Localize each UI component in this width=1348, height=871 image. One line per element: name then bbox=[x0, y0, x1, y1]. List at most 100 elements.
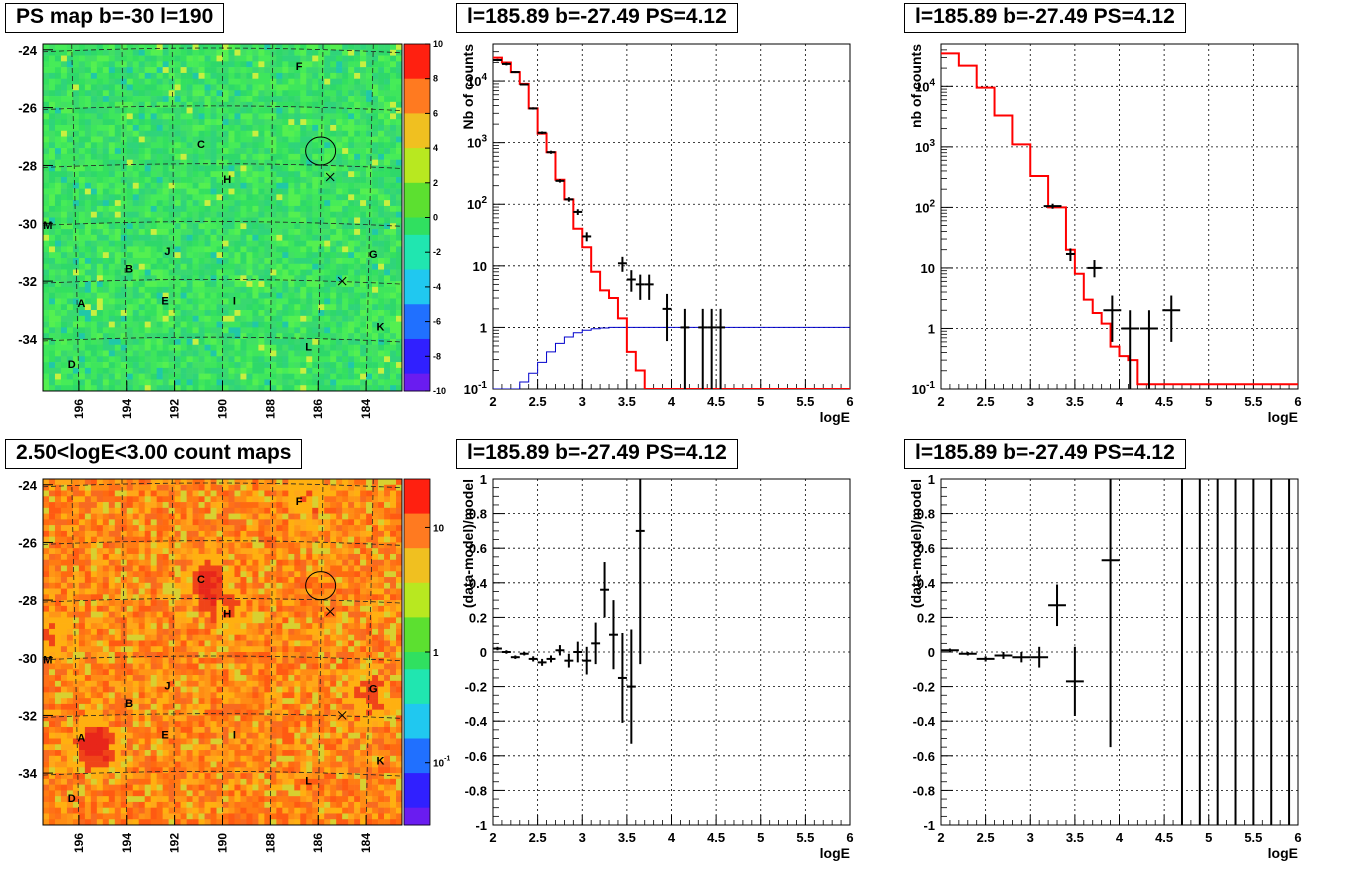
residual-point bbox=[609, 600, 618, 670]
tick-label-y: 10 bbox=[473, 259, 487, 274]
data-point bbox=[698, 308, 708, 389]
tick-label-y: -0.2 bbox=[465, 680, 487, 695]
tick-label-x: 4.5 bbox=[707, 830, 725, 845]
residual-point bbox=[519, 652, 529, 656]
data-point bbox=[555, 179, 565, 183]
source-label: K bbox=[376, 755, 384, 767]
residual-point bbox=[1030, 646, 1049, 668]
tick-label-y: -34 bbox=[18, 332, 38, 347]
graticule-latitude bbox=[42, 482, 403, 489]
colorbar-step bbox=[404, 530, 430, 549]
tick-label-x: 2.5 bbox=[977, 394, 995, 409]
data-point bbox=[626, 270, 636, 292]
data-point bbox=[644, 274, 654, 300]
tick-label-y: -0.2 bbox=[913, 680, 935, 695]
tick-label-x: 4.5 bbox=[1155, 830, 1173, 845]
colorbar-step bbox=[404, 182, 430, 201]
colorbar-step bbox=[404, 617, 430, 636]
source-label: H bbox=[223, 174, 231, 186]
tick-label-y: -0.6 bbox=[913, 749, 935, 764]
source-label: A bbox=[77, 298, 85, 310]
tick-label-x: 3.5 bbox=[618, 394, 636, 409]
source-label: F bbox=[296, 61, 303, 73]
tick-label-y: -34 bbox=[18, 766, 38, 781]
colorbar-tick-label: -8 bbox=[433, 351, 441, 361]
graticule-longitude bbox=[365, 43, 374, 392]
colorbar-step bbox=[404, 738, 430, 757]
tick-label-y: -0.6 bbox=[465, 749, 487, 764]
tick-label-x: 2 bbox=[489, 394, 496, 409]
residual-chart-b: 2 2.5 3 3.5 4 4.5 5 5.5 6 -1 -0.8 -0.6 -0.4 -0.2 0 0.2 0… bbox=[908, 472, 1302, 861]
tick-label-x: 184 bbox=[359, 833, 373, 853]
tick-label-x: 5 bbox=[757, 830, 764, 845]
tick-label-x: 4 bbox=[1116, 830, 1124, 845]
source-label: B bbox=[125, 698, 133, 710]
graticule-longitude bbox=[171, 43, 176, 392]
graticule-longitude bbox=[365, 478, 374, 826]
tick-label-x: 194 bbox=[120, 399, 134, 419]
colorbar-step bbox=[404, 548, 430, 566]
tick-label-y: 0 bbox=[928, 645, 935, 660]
tick-label-x: 4 bbox=[1116, 394, 1124, 409]
colorbar-step bbox=[404, 565, 430, 584]
source-label: L bbox=[305, 776, 312, 788]
colorbar-step bbox=[404, 96, 430, 114]
colorbar-step bbox=[404, 44, 430, 62]
colorbar-tick-label: 1 bbox=[433, 648, 439, 659]
tick-label-x: 192 bbox=[168, 399, 182, 419]
graticule-latitude bbox=[42, 47, 403, 54]
residual-chart-a: 2 2.5 3 3.5 4 4.5 5 5.5 6 -1 -0.8 -0.6 -0.4 -0.2 0 0.2 0… bbox=[460, 472, 854, 861]
source-label: M bbox=[43, 655, 52, 667]
colorbar-step bbox=[404, 703, 430, 722]
cross-marker bbox=[325, 607, 335, 616]
colorbar-step bbox=[404, 321, 430, 340]
tick-label-y: -26 bbox=[18, 101, 37, 116]
colorbar-step bbox=[404, 269, 430, 288]
colorbar-tick-label: 2 bbox=[433, 178, 438, 188]
residual-point bbox=[635, 479, 645, 665]
colorbar-step bbox=[404, 773, 430, 791]
graticule-longitude bbox=[269, 43, 274, 392]
graticule-latitude bbox=[42, 655, 403, 662]
colorbar-step bbox=[404, 148, 430, 166]
source-label: M bbox=[43, 220, 52, 232]
plot-area bbox=[493, 56, 850, 389]
graticule-longitude bbox=[71, 43, 80, 392]
tick-label-y: 0.6 bbox=[469, 541, 487, 556]
colorbar-tick-label: 10 bbox=[433, 523, 445, 534]
data-point bbox=[519, 83, 529, 86]
spectrum-b-title: l=185.89 b=-27.49 PS=4.12 bbox=[904, 3, 1186, 33]
data-point bbox=[564, 197, 574, 202]
colorbar-step bbox=[404, 634, 430, 653]
graticule-latitude bbox=[42, 770, 403, 777]
tick-label-x: 2.5 bbox=[529, 830, 547, 845]
tick-label-y: 103 bbox=[467, 134, 487, 151]
tick-label-x: 6 bbox=[846, 394, 853, 409]
residual-point bbox=[941, 648, 959, 652]
colorbar-step bbox=[404, 652, 430, 670]
source-label: E bbox=[161, 730, 168, 742]
tick-label-y: 10-1 bbox=[464, 380, 488, 397]
series-model-hist bbox=[493, 56, 850, 389]
graticule-longitude bbox=[171, 478, 176, 826]
colorbar-step bbox=[404, 600, 430, 618]
graticule-longitude bbox=[121, 478, 128, 826]
tick-label-y: -24 bbox=[18, 478, 38, 493]
source-label: D bbox=[68, 359, 76, 371]
colorbar-step bbox=[404, 356, 430, 375]
plot-area bbox=[493, 479, 645, 744]
tick-label-x: 194 bbox=[120, 833, 134, 853]
ps-map-chart: 196 194 192 190 188 186 184-24-26-28-30-32-34F… bbox=[18, 39, 446, 419]
tick-label-x: 5 bbox=[757, 394, 764, 409]
colorbar-step bbox=[404, 790, 430, 809]
graticule-latitude bbox=[42, 540, 403, 546]
tick-label-y: 0.2 bbox=[469, 610, 487, 625]
tick-label-x: 2 bbox=[937, 394, 944, 409]
data-point bbox=[501, 62, 511, 66]
heatmap-cells bbox=[43, 44, 403, 392]
plot-area bbox=[941, 52, 1298, 389]
tick-label-y: -0.4 bbox=[913, 714, 936, 729]
data-point bbox=[1103, 295, 1122, 342]
colorbar-step bbox=[404, 582, 430, 601]
source-label: F bbox=[296, 496, 303, 508]
